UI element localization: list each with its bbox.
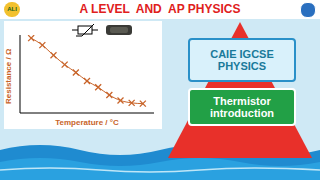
svg-text:Temperature / °C: Temperature / °C bbox=[55, 118, 119, 127]
html-text:CAIE IGCSE PHYSICS: CAIE IGCSE PHYSICS bbox=[210, 48, 274, 72]
html-text:ALI: ALI bbox=[7, 6, 17, 12]
html-text:Thermistor introduction: Thermistor introduction bbox=[209, 95, 275, 119]
svg-text:Resistance / Ω: Resistance / Ω bbox=[8, 48, 13, 104]
html-text:A LEVEL AND AP PHYSICS: A LEVEL AND AP PHYSICS bbox=[79, 2, 241, 16]
